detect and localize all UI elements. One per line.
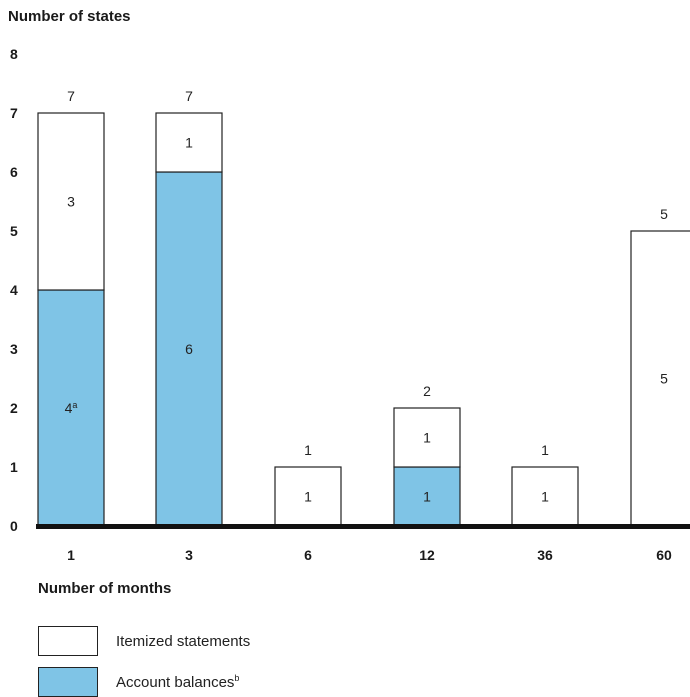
data-label-total: 7 (67, 88, 75, 104)
y-tick-label: 7 (10, 105, 18, 121)
bar-segment-account-balances (155, 171, 223, 527)
bar-segment-itemized-statements (511, 466, 579, 527)
legend-label-account-balances-sup: b (234, 673, 240, 683)
y-tick-label: 0 (10, 518, 18, 534)
data-label-account-balances: 6 (185, 341, 193, 357)
x-tick-label: 12 (419, 547, 435, 563)
y-tick-label: 6 (10, 164, 18, 180)
data-label-total: 5 (660, 206, 668, 222)
y-tick-label: 1 (10, 459, 18, 475)
x-tick-label: 6 (304, 547, 312, 563)
legend-item-account-balances: Account balancesb (38, 667, 239, 697)
x-tick-label: 60 (656, 547, 672, 563)
y-tick-label: 4 (10, 282, 18, 298)
data-label-account-balances: 4a (65, 400, 78, 416)
data-label-bar-inner: 1 (304, 489, 312, 505)
bar-segment-account-balances (37, 289, 105, 527)
data-label-bar-inner: 1 (541, 489, 549, 505)
data-label-itemized-statements: 1 (185, 135, 193, 151)
bar-segment-itemized-statements (393, 407, 461, 468)
data-label-account-balances: 1 (423, 489, 431, 505)
bar-segment-itemized-statements (37, 112, 105, 291)
y-tick-label: 3 (10, 341, 18, 357)
data-label-itemized-statements: 1 (541, 442, 549, 458)
legend-label-account-balances: Account balancesb (116, 673, 239, 691)
data-label-itemized-statements: 1 (304, 442, 312, 458)
y-tick-label: 5 (10, 223, 18, 239)
x-axis-line (36, 524, 690, 529)
data-label-itemized-statements: 5 (660, 371, 668, 387)
data-label-total: 7 (185, 88, 193, 104)
legend-label-itemized-statements: Itemized statements (116, 632, 251, 650)
bar-segment-itemized-statements (155, 112, 223, 173)
x-axis-title: Number of months (38, 580, 172, 597)
data-label-itemized-statements: 3 (67, 194, 75, 210)
y-axis-title: Number of states (8, 8, 131, 25)
legend-label-account-balances-text: Account balances (116, 674, 235, 691)
x-tick-label: 1 (67, 547, 75, 563)
y-tick-label: 2 (10, 400, 18, 416)
bar-segment-account-balances (393, 466, 461, 527)
data-label-total: 2 (423, 383, 431, 399)
data-label-itemized-statements: 1 (423, 430, 431, 446)
legend-swatch-account-balances (38, 667, 98, 697)
legend-item-itemized-statements: Itemized statements (38, 626, 250, 656)
y-tick-label: 8 (10, 46, 18, 62)
x-tick-label: 3 (185, 547, 193, 563)
x-tick-label: 36 (537, 547, 553, 563)
bar-segment-itemized-statements (274, 466, 342, 527)
legend-swatch-itemized-statements (38, 626, 98, 656)
